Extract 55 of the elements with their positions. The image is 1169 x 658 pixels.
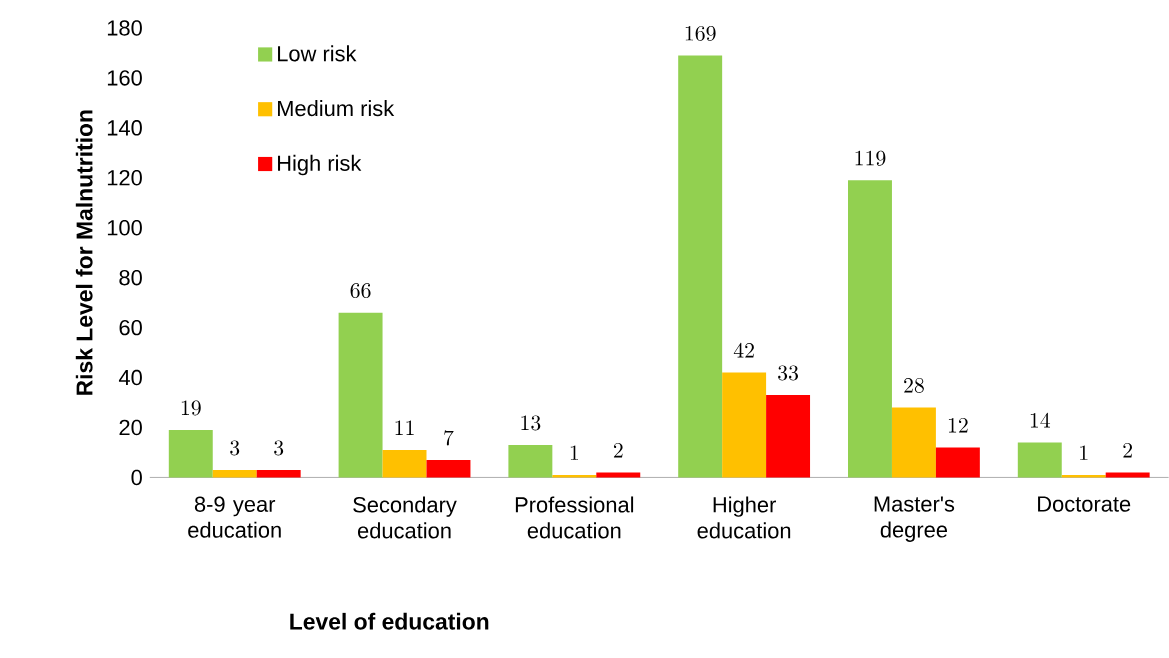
data-label: 12 [948,417,968,433]
data-label: 119 [855,150,886,166]
data-label: 1 [1080,445,1088,460]
y-tick-label: 100 [107,219,142,236]
data-label: 19 [181,400,201,416]
bar [168,429,213,478]
data-label: 14 [1030,412,1051,428]
y-tick-label: 180 [107,20,142,36]
bar [596,472,641,478]
x-tick-label: Secondary education [353,496,457,539]
data-label: 66 [350,282,371,298]
x-axis-title: Level of education [290,612,489,630]
legend-label: Medium risk [278,99,395,117]
bar [935,447,980,478]
data-label: 28 [904,377,924,393]
bar [426,459,471,478]
bar [508,444,553,478]
x-tick-label: Doctorate [1038,496,1131,512]
bar [256,469,301,478]
data-label: 13 [521,415,541,431]
data-label: 2 [1123,442,1132,458]
y-tick-label: 40 [118,369,142,386]
bar [1017,442,1062,478]
x-tick-label: Professional education [515,496,634,539]
bar [212,469,257,478]
y-tick-label: 60 [119,319,142,336]
bar [338,312,383,478]
bar [848,180,892,478]
y-tick-label: 20 [119,419,142,436]
bar [722,372,767,478]
data-label: 7 [444,430,454,446]
data-label: 169 [685,25,716,41]
data-label: 3 [230,440,240,456]
data-label: 33 [778,365,799,381]
data-label: 2 [613,442,623,458]
bar [891,407,936,478]
y-tick-label: 80 [119,269,142,286]
legend-label: High risk [278,154,362,176]
x-tick-label: 8-9 year education [188,496,281,538]
bar [678,55,723,478]
data-label: 42 [733,342,754,358]
data-label: 1 [570,445,578,460]
data-label: 11 [395,420,414,435]
y-tick-label: 120 [107,169,142,186]
y-tick-label: 140 [107,120,142,136]
bar [766,394,811,478]
y-tick-label: 160 [107,70,142,86]
bar [1105,472,1150,478]
x-tick-label: Master's degree [874,496,955,542]
y-tick-label: 0 [131,469,142,486]
legend-label: Low risk [278,45,357,62]
y-axis-title: Risk Level for Malnutrition [75,110,93,395]
x-tick-label: Higher education [697,496,791,539]
data-label: 3 [274,440,284,456]
bar [382,449,427,478]
